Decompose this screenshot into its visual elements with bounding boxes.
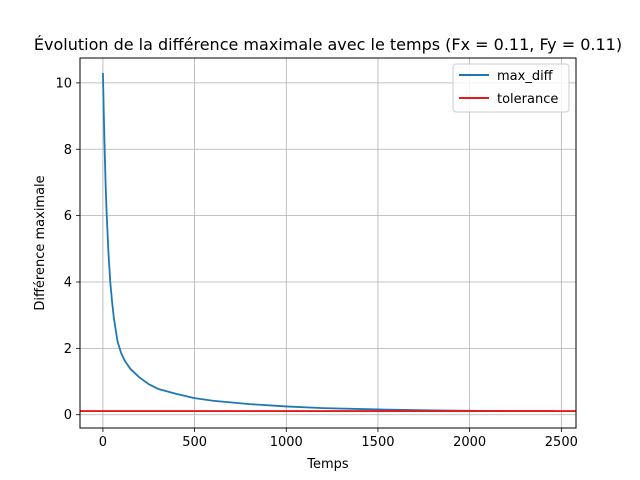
x-tick-label: 2500 — [545, 435, 578, 450]
chart-title: Évolution de la différence maximale avec… — [34, 35, 622, 54]
x-tick-label: 500 — [182, 435, 207, 450]
x-tick-label: 1000 — [270, 435, 303, 450]
y-axis-label: Différence maximale — [33, 175, 48, 310]
plot-frame — [79, 57, 577, 429]
axis-ticks: 0 500 1000 1500 2000 2500 0 2 4 6 8 10 — [55, 76, 577, 450]
y-tick-label: 10 — [55, 76, 72, 91]
x-tick-label: 1500 — [361, 435, 394, 450]
x-axis-label: Temps — [306, 457, 349, 472]
legend-label-tolerance: tolerance — [497, 92, 558, 107]
x-tick-label: 2000 — [453, 435, 486, 450]
legend: max_diff tolerance — [452, 63, 570, 113]
y-tick-label: 4 — [64, 275, 72, 290]
series-line-max-diff — [102, 72, 554, 412]
plot-series — [80, 72, 576, 412]
x-tick-label: 0 — [99, 435, 107, 450]
gridlines — [80, 58, 576, 428]
y-tick-label: 2 — [64, 342, 72, 357]
y-tick-label: 8 — [64, 143, 72, 158]
legend-label-max-diff: max_diff — [497, 69, 554, 84]
y-tick-label: 0 — [64, 408, 72, 423]
y-tick-label: 6 — [64, 209, 72, 224]
